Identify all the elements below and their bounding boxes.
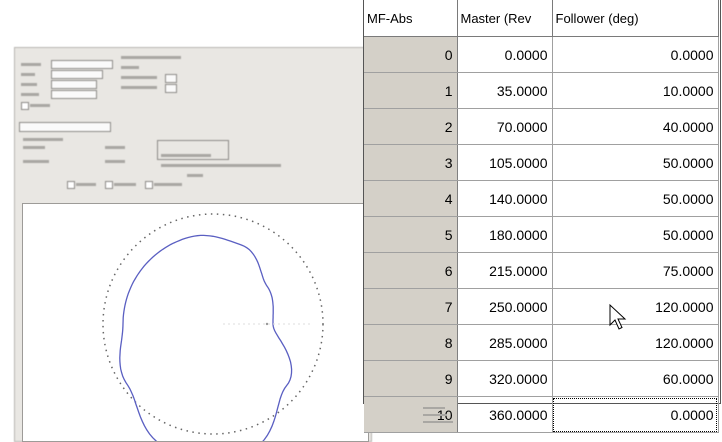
form-label	[121, 86, 157, 89]
form-label	[161, 164, 281, 167]
master-value-cell[interactable]: 105.0000	[457, 144, 553, 181]
form-label	[161, 154, 211, 157]
master-value-cell[interactable]: 320.0000	[457, 360, 553, 397]
faint-text	[423, 407, 445, 409]
form-label	[187, 174, 203, 177]
form-field[interactable]	[165, 84, 177, 93]
table-row[interactable]: 1 35.0000 10.0000	[364, 72, 719, 109]
radio-option[interactable]	[67, 181, 75, 189]
master-value-cell[interactable]: 285.0000	[457, 324, 553, 361]
table-header-row: MF-Abs Master (Rev Follower (deg)	[364, 0, 719, 37]
form-label	[23, 160, 49, 163]
form-label	[30, 104, 50, 107]
table-row[interactable]: 3 105.0000 50.0000	[364, 144, 719, 181]
form-field[interactable]	[165, 74, 177, 83]
follower-value-cell[interactable]: 50.0000	[552, 216, 719, 253]
faint-text	[423, 421, 453, 423]
row-index-cell[interactable]: 1	[364, 72, 458, 109]
follower-value-cell[interactable]: 60.0000	[552, 360, 719, 397]
table-row[interactable]: 8 285.0000 120.0000	[364, 324, 719, 361]
form-field[interactable]	[51, 70, 103, 79]
form-field[interactable]	[51, 60, 113, 69]
follower-value-cell[interactable]: 0.0000	[552, 36, 719, 73]
base-circle	[102, 213, 324, 435]
table-row[interactable]: 9 320.0000 60.0000	[364, 360, 719, 397]
master-value-cell[interactable]: 140.0000	[457, 180, 553, 217]
cam-profile-svg	[102, 213, 324, 441]
follower-value-cell[interactable]: 0.0000	[552, 396, 719, 433]
form-label	[105, 160, 125, 163]
row-index-cell[interactable]: 3	[364, 144, 458, 181]
row-index-cell[interactable]: 5	[364, 216, 458, 253]
follower-value-cell[interactable]: 10.0000	[552, 72, 719, 109]
master-value-cell[interactable]: 360.0000	[457, 396, 553, 433]
row-index-cell[interactable]: 6	[364, 252, 458, 289]
form-label	[76, 183, 96, 186]
cam-table: MF-Abs Master (Rev Follower (deg) 0 0.000…	[364, 0, 719, 433]
follower-value-cell[interactable]: 50.0000	[552, 144, 719, 181]
row-index-cell[interactable]: 8	[364, 324, 458, 361]
form-label	[121, 56, 181, 59]
form-label	[21, 93, 39, 96]
faint-text	[423, 414, 447, 416]
cam-profile-plot	[22, 203, 369, 442]
form-label	[21, 73, 35, 76]
cam-profile-curve	[119, 234, 293, 441]
form-label	[121, 66, 139, 69]
form-checkbox[interactable]	[21, 102, 29, 110]
master-value-cell[interactable]: 0.0000	[457, 36, 553, 73]
follower-value-cell[interactable]: 120.0000	[552, 288, 719, 325]
form-dropdown[interactable]	[51, 80, 97, 89]
follower-value-cell[interactable]: 50.0000	[552, 180, 719, 217]
group-tab[interactable]	[19, 122, 111, 132]
form-label	[121, 76, 157, 79]
table-row[interactable]: 7 250.0000 120.0000	[364, 288, 719, 325]
radio-option[interactable]	[105, 181, 113, 189]
center-marker	[265, 322, 269, 326]
form-label	[23, 138, 63, 141]
form-label	[23, 146, 45, 149]
cam-table-panel: MF-Abs Master (Rev Follower (deg) 0 0.000…	[363, 0, 721, 433]
row-index-cell[interactable]: 7	[364, 288, 458, 325]
row-index-cell[interactable]: 4	[364, 180, 458, 217]
table-row[interactable]: 6 215.0000 75.0000	[364, 252, 719, 289]
master-value-cell[interactable]: 215.0000	[457, 252, 553, 289]
master-value-cell[interactable]: 70.0000	[457, 108, 553, 145]
form-label	[21, 63, 41, 66]
follower-value-cell[interactable]: 40.0000	[552, 108, 719, 145]
table-row[interactable]: 2 70.0000 40.0000	[364, 108, 719, 145]
table-row[interactable]: 5 180.0000 50.0000	[364, 216, 719, 253]
column-header-mf-abs[interactable]: MF-Abs	[364, 0, 458, 37]
column-header-follower[interactable]: Follower (deg)	[552, 0, 719, 37]
master-value-cell[interactable]: 180.0000	[457, 216, 553, 253]
master-value-cell[interactable]: 35.0000	[457, 72, 553, 109]
form-label	[114, 183, 136, 186]
follower-value-cell[interactable]: 75.0000	[552, 252, 719, 289]
form-label	[154, 183, 182, 186]
table-row[interactable]: 0 0.0000 0.0000	[364, 36, 719, 73]
mouse-pointer-icon	[609, 303, 627, 330]
status-strip	[415, 403, 519, 440]
master-value-cell[interactable]: 250.0000	[457, 288, 553, 325]
row-index-cell[interactable]: 2	[364, 108, 458, 145]
column-header-master[interactable]: Master (Rev	[457, 0, 553, 37]
table-row[interactable]: 4 140.0000 50.0000	[364, 180, 719, 217]
form-dropdown[interactable]	[51, 90, 97, 99]
row-index-cell[interactable]: 9	[364, 360, 458, 397]
row-index-cell[interactable]: 0	[364, 36, 458, 73]
form-label	[21, 83, 37, 86]
follower-value-cell[interactable]: 120.0000	[552, 324, 719, 361]
group-box	[157, 140, 229, 160]
form-label	[105, 146, 125, 149]
radio-option[interactable]	[145, 181, 153, 189]
